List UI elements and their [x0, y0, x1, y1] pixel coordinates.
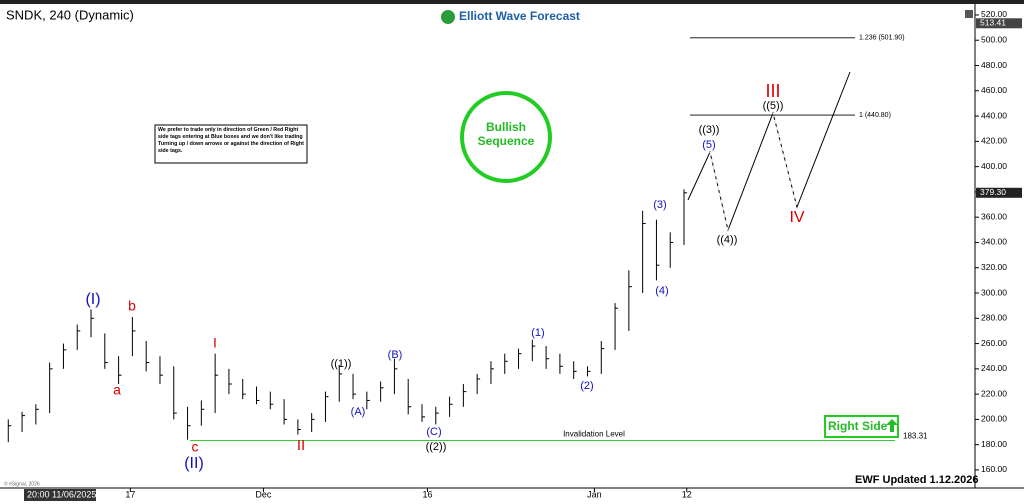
x-tick-label: 17: [125, 489, 135, 499]
bullish-circle: [460, 91, 552, 183]
y-tick-label: 480.00: [981, 60, 1007, 70]
note-box: [154, 124, 308, 164]
y-tick-label: 320.00: [981, 262, 1007, 272]
wave-label: a: [113, 382, 121, 398]
wave-label: (II): [184, 455, 204, 472]
y-tick-label: 340.00: [981, 237, 1007, 247]
x-tick-label: 12: [682, 489, 692, 499]
wave-label: III: [765, 81, 780, 101]
note: We prefer to trade only in direction of …: [158, 127, 304, 154]
top-frame: [0, 0, 1024, 4]
wave-label: c: [192, 439, 199, 455]
y-tick-label: 200.00: [981, 414, 1007, 424]
start-date: 20:00 11/06/2025: [27, 489, 96, 499]
y-tick-label: 420.00: [981, 136, 1007, 146]
wave-label: (B): [388, 349, 403, 361]
brand: Elliott Wave Forecast: [459, 9, 580, 23]
invalidation-label: Invalidation Level: [563, 430, 625, 439]
logo-icon: [441, 10, 455, 24]
wave-label: ((1)): [331, 358, 352, 370]
wave-label: ((5)): [763, 100, 784, 112]
y-tick-label: 360.00: [981, 211, 1007, 221]
side-tag-box: [824, 415, 899, 438]
invalidation-value: 183.31: [903, 432, 928, 441]
y-tick-label: 500.00: [981, 34, 1007, 44]
updated: EWF Updated 1.12.2026: [855, 474, 979, 486]
y-tick-label: 180.00: [981, 439, 1007, 449]
y-tick-label: 440.00: [981, 110, 1007, 120]
wave-label: ((3)): [699, 124, 720, 136]
y-tick-label: 280.00: [981, 313, 1007, 323]
copyright: © eSignal, 2026: [4, 480, 40, 487]
side-arrow: [886, 419, 898, 432]
y-tick-label: 260.00: [981, 338, 1007, 348]
wave-label: (C): [426, 426, 441, 438]
badge: Bullish Sequence: [477, 120, 535, 149]
y-tick-label: 300.00: [981, 287, 1007, 297]
y-tick-label: 460.00: [981, 85, 1007, 95]
projection: [687, 71, 851, 232]
wave-label: ((4)): [717, 234, 738, 246]
wave-label: I: [213, 335, 217, 351]
date-box: [24, 489, 96, 501]
projection-dash: [772, 112, 798, 208]
projection-dash: [709, 151, 729, 231]
x-tick-label: Dec: [255, 489, 272, 499]
price-tag: [976, 18, 1022, 29]
wave-label: (3): [653, 199, 666, 211]
x-tick-label: Jan: [587, 489, 602, 499]
price-tag: [976, 187, 1022, 198]
y-tick-label: 160.00: [981, 464, 1007, 474]
wave-label: II: [297, 437, 305, 454]
wave-label: b: [128, 298, 136, 314]
fib-label: 1 (440.80): [859, 112, 891, 119]
chart-title: SNDK, 240 (Dynamic): [6, 7, 134, 22]
wave-label: IV: [789, 209, 804, 226]
y-tick-label: 520.00: [981, 9, 1007, 19]
price-tag-label: 379.30: [980, 187, 1006, 197]
y-tick-label: 400.00: [981, 161, 1007, 171]
y-tick-label: 220.00: [981, 388, 1007, 398]
wave-label: (2): [580, 380, 593, 392]
price-tag-label: 513.41: [980, 18, 1006, 28]
y-tick-label: 240.00: [981, 363, 1007, 373]
x-tick-label: 16: [423, 489, 433, 499]
badge-wrap: Bullish Sequence: [477, 120, 535, 149]
wave-label: (5): [702, 139, 715, 151]
wave-label: (I): [85, 291, 100, 308]
wave-label: (A): [351, 406, 366, 418]
wave-label: (1): [531, 327, 544, 339]
wave-label: (4): [655, 285, 668, 297]
side-tag: Right Side: [828, 419, 888, 433]
menu-icon: [965, 10, 973, 18]
wave-label: ((2)): [426, 441, 447, 453]
fib-label: 1.236 (501.90): [859, 35, 905, 42]
note-wrap: We prefer to trade only in direction of …: [158, 127, 304, 154]
